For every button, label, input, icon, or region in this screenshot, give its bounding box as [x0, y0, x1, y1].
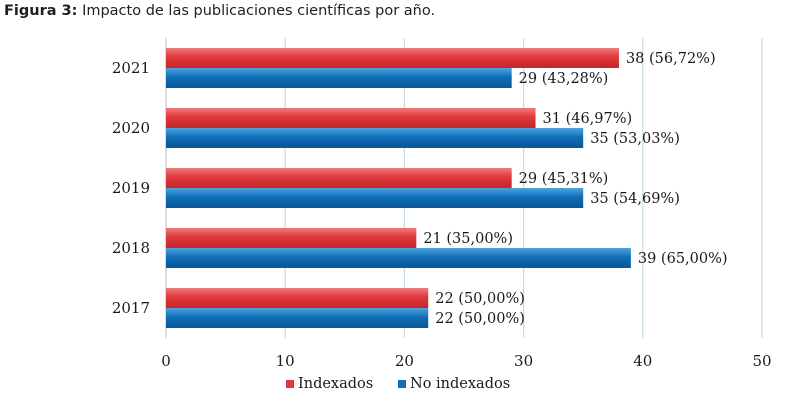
legend-label-no-indexados: No indexados	[410, 376, 510, 392]
data-label-indexados-2019: 29 (45,31%)	[519, 171, 609, 187]
bar-indexados-2019	[166, 168, 512, 188]
data-label-no-indexados-2017: 22 (50,00%)	[435, 311, 525, 327]
legend-swatch-no-indexados	[398, 380, 406, 388]
x-tick-label-50: 50	[752, 352, 771, 370]
figure-caption: Figura 3: Impacto de las publicaciones c…	[4, 3, 435, 19]
legend-label-indexados: Indexados	[298, 376, 373, 392]
bar-no-indexados-2017	[166, 308, 429, 328]
bar-no-indexados-2020	[166, 128, 584, 148]
data-label-no-indexados-2020: 35 (53,03%)	[590, 131, 680, 147]
y-tick-label-2017: 2017	[112, 299, 150, 317]
bar-indexados-2017	[166, 288, 429, 308]
figure-label: Figura 3:	[4, 3, 78, 19]
data-label-no-indexados-2021: 29 (43,28%)	[519, 71, 609, 87]
x-tick-label-0: 0	[161, 352, 171, 370]
x-tick-label-10: 10	[276, 352, 295, 370]
data-label-no-indexados-2018: 39 (65,00%)	[638, 251, 728, 267]
bars	[166, 48, 631, 328]
data-label-indexados-2021: 38 (56,72%)	[626, 51, 716, 67]
bar-indexados-2021	[166, 48, 619, 68]
y-tick-label-2021: 2021	[112, 59, 150, 77]
x-tick-label-30: 30	[514, 352, 533, 370]
x-tick-label-20: 20	[395, 352, 414, 370]
bar-no-indexados-2018	[166, 248, 631, 268]
bar-indexados-2020	[166, 108, 536, 128]
data-label-indexados-2017: 22 (50,00%)	[435, 291, 525, 307]
bar-no-indexados-2019	[166, 188, 584, 208]
figure-title: Impacto de las publicaciones científicas…	[82, 3, 436, 19]
labels: 0 10 20 30 40 50 2021 38 (56,72%) 29 (43,28%) 202…	[112, 51, 772, 370]
bar-no-indexados-2021	[166, 68, 512, 88]
x-tick-label-40: 40	[633, 352, 652, 370]
y-tick-label-2019: 2019	[112, 179, 150, 197]
legend-swatch-indexados	[286, 380, 294, 388]
y-tick-label-2018: 2018	[112, 239, 150, 257]
data-label-indexados-2020: 31 (46,97%)	[543, 111, 633, 127]
bar-indexados-2018	[166, 228, 417, 248]
y-tick-label-2020: 2020	[112, 119, 150, 137]
legend: Indexados No indexados	[286, 376, 510, 392]
data-label-no-indexados-2019: 35 (54,69%)	[590, 191, 680, 207]
data-label-indexados-2018: 21 (35,00%)	[423, 231, 513, 247]
